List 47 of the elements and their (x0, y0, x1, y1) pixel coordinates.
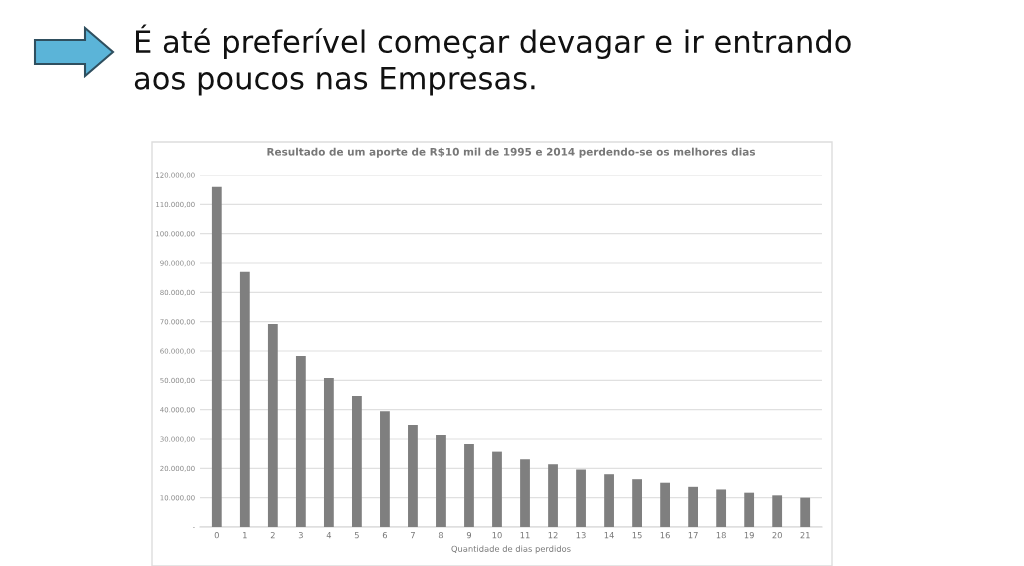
bar (492, 451, 502, 527)
x-tick-label: 16 (660, 532, 670, 539)
x-tick-label: 18 (716, 532, 726, 539)
x-tick-label: 9 (466, 532, 472, 539)
x-tick-label: 0 (214, 532, 219, 539)
bar (380, 411, 390, 527)
x-tick-label: 6 (382, 532, 388, 539)
bar (211, 186, 222, 527)
x-tick-label: 3 (298, 532, 303, 539)
x-tick-label: 20 (772, 532, 782, 539)
x-tick-label: 19 (744, 532, 754, 539)
bar (744, 492, 755, 527)
x-tick-label: 4 (326, 532, 332, 539)
bar (800, 497, 811, 527)
x-tick-label: 7 (410, 532, 415, 539)
bar (632, 479, 642, 527)
bar (688, 486, 699, 527)
x-tick-label: 15 (632, 532, 642, 539)
bar (239, 271, 250, 527)
x-tick-label: 2 (270, 532, 275, 539)
x-axis-title: Quantidade de dias perdidos (451, 545, 571, 554)
x-tick-label: 17 (688, 532, 698, 539)
bar (464, 443, 474, 527)
x-tick-label: 10 (492, 532, 502, 539)
bar (520, 459, 530, 527)
x-tick-label: 14 (604, 532, 614, 539)
bar (772, 495, 783, 527)
bar (660, 482, 670, 527)
x-tick-label: 13 (576, 532, 586, 539)
x-tick-label: 8 (438, 532, 444, 539)
bar (576, 469, 586, 527)
x-tick-label: 21 (800, 532, 810, 539)
bar (436, 434, 446, 527)
bar (323, 377, 334, 527)
bar (716, 489, 727, 527)
chart-subtitle: Resultado de um aporte de R$10 mil de 1995 e 2014 perdendo-se os melhores dias (267, 147, 756, 158)
x-tick-label: 11 (520, 532, 530, 539)
x-tick-label: 1 (243, 532, 247, 539)
x-tick-label: 12 (548, 532, 558, 539)
x-tick-label: 5 (354, 532, 359, 539)
bar (604, 474, 614, 527)
bar (352, 395, 362, 527)
chart-title: É até preferível começar devagar e ir entrando aos poucos nas Empresas. (134, 24, 851, 96)
bar (548, 464, 558, 527)
bar (267, 324, 278, 527)
bar (408, 424, 418, 527)
bar (295, 355, 306, 527)
